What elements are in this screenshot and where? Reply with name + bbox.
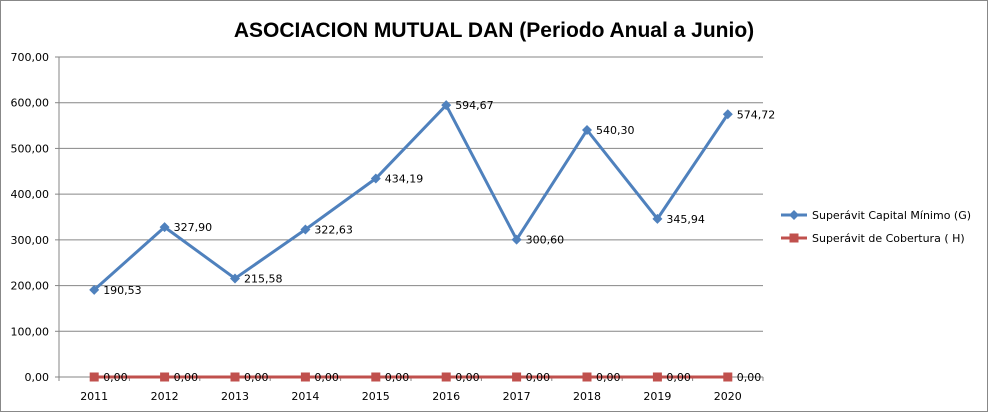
series-line-1 (93, 103, 730, 292)
legend-entry-label: Superávit de Cobertura ( H) (812, 232, 965, 245)
x-tick-label: 2012 (151, 390, 179, 403)
data-label: 0,00 (596, 371, 621, 384)
y-tick-label: 700,00 (11, 51, 50, 64)
x-tick-label: 2015 (362, 390, 390, 403)
x-tick-label: 2017 (503, 390, 531, 403)
data-labels: 190,53 327,90 215,58 322,63 434,19 594,67 300,… (103, 99, 775, 384)
data-label: 0,00 (385, 371, 410, 384)
series-marker-square (300, 372, 310, 382)
data-label: 0,00 (455, 371, 480, 384)
series-marker-square (441, 372, 451, 382)
x-tick-label: 2011 (80, 390, 108, 403)
series-marker-diamond (159, 222, 170, 233)
series-marker-square (582, 372, 592, 382)
series-marker-square (160, 372, 170, 382)
data-label: 434,19 (385, 173, 424, 186)
series-marker-diamond (652, 213, 663, 224)
data-label: 574,72 (737, 108, 776, 121)
x-tick-label: 2020 (714, 390, 742, 403)
x-tick-label: 2019 (643, 390, 671, 403)
series-marker-square (371, 372, 381, 382)
legend-marker-diamond (789, 210, 799, 220)
y-tick-label: 0,00 (25, 371, 50, 384)
gridlines (59, 56, 763, 378)
series-marker-diamond (582, 125, 592, 136)
y-tick-label: 400,00 (11, 188, 50, 201)
data-label: 0,00 (244, 371, 269, 384)
series-marker-diamond (230, 273, 240, 284)
x-tick-label: 2018 (573, 390, 601, 403)
legend-entry-label: Superávit Capital Mínimo (G) (812, 209, 971, 222)
series-marker-diamond (89, 284, 100, 295)
data-label: 0,00 (737, 371, 762, 384)
y-tick-label: 200,00 (11, 280, 50, 293)
series-marker-diamond (370, 173, 381, 184)
data-label: 190,53 (103, 284, 142, 297)
data-label: 322,63 (314, 224, 353, 237)
chart-title: ASOCIACION MUTUAL DAN (Periodo Anual a J… (234, 19, 754, 42)
series-marker-square (723, 372, 733, 382)
data-label: 0,00 (526, 371, 551, 384)
y-tick-label: 300,00 (11, 234, 50, 247)
y-tick-label: 600,00 (11, 97, 50, 110)
data-label: 540,30 (596, 124, 635, 137)
x-tick-label: 2016 (432, 390, 460, 403)
x-tick-label: 2013 (221, 390, 249, 403)
series-layer (89, 100, 733, 382)
series-marker-square (89, 372, 99, 382)
series-marker-square (512, 372, 522, 382)
y-tick-label: 100,00 (11, 325, 50, 338)
series-marker-square (230, 372, 240, 382)
x-tick-label: 2014 (291, 390, 319, 403)
data-label: 0,00 (174, 371, 199, 384)
data-label: 0,00 (314, 371, 339, 384)
axes: 0,00 100,00 200,00 300,00 400,00 500,00 600,00… (11, 51, 764, 403)
legend: Superávit Capital Mínimo (G) Superávit de… (781, 209, 971, 245)
legend-marker-square (789, 233, 799, 243)
data-label: 594,67 (455, 99, 494, 112)
data-label: 0,00 (103, 371, 128, 384)
data-label: 345,94 (666, 213, 705, 226)
series-marker-diamond (441, 100, 452, 111)
data-label: 0,00 (666, 371, 691, 384)
series-marker-diamond (722, 109, 733, 120)
series-marker-square (652, 372, 662, 382)
series-marker-diamond (300, 224, 311, 235)
data-label: 215,58 (244, 272, 283, 285)
data-label: 300,60 (526, 234, 565, 247)
series-marker-diamond (511, 234, 522, 245)
y-tick-label: 500,00 (11, 142, 50, 155)
data-label: 327,90 (174, 221, 213, 234)
